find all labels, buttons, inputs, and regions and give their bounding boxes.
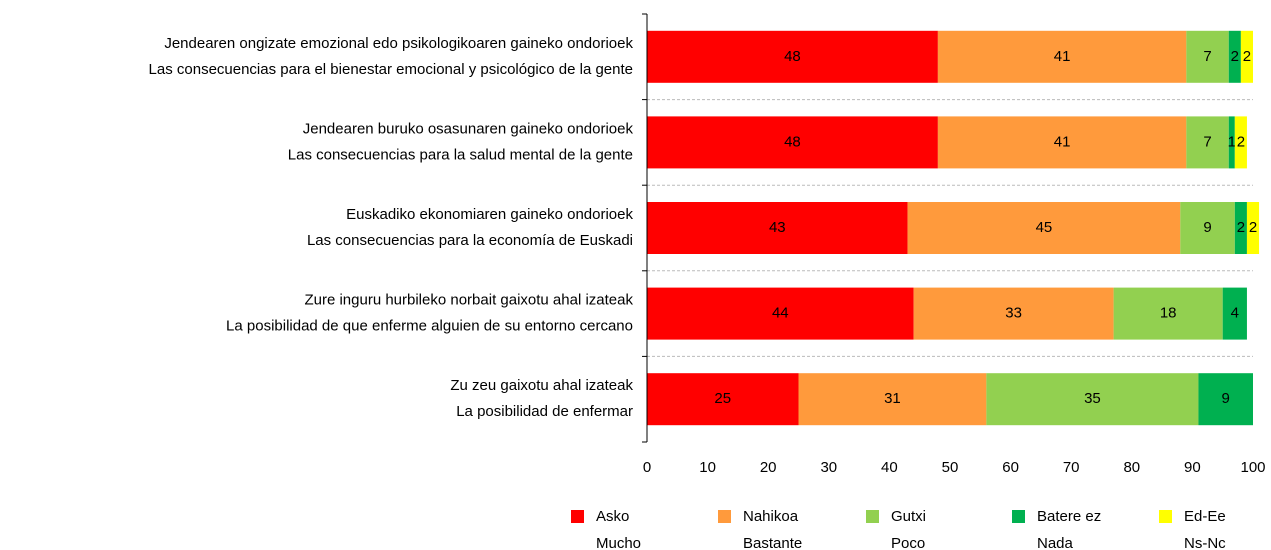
bar-segment bbox=[1240, 30, 1253, 83]
legend-swatch bbox=[1159, 510, 1172, 523]
bar-segment bbox=[647, 30, 938, 83]
legend-label: Ed-Ee bbox=[1184, 508, 1226, 525]
bar-segment bbox=[1198, 373, 1253, 426]
bar-segment bbox=[1228, 116, 1235, 169]
legend-label: Batere ez bbox=[1037, 508, 1101, 525]
value-label: 4 bbox=[1231, 305, 1239, 322]
value-label: 1 bbox=[1228, 133, 1236, 150]
bar-segment bbox=[798, 373, 987, 426]
value-label: 48 bbox=[784, 133, 801, 150]
bar-segment bbox=[1186, 30, 1229, 83]
value-label: 33 bbox=[1005, 305, 1022, 322]
bar-segment bbox=[647, 202, 908, 254]
category-label: La posibilidad de que enferme alguien de… bbox=[226, 318, 633, 335]
value-label: 45 bbox=[1036, 219, 1053, 236]
x-tick-label: 10 bbox=[699, 459, 716, 476]
legend-label: Ns-Nc bbox=[1184, 535, 1226, 550]
value-label: 43 bbox=[769, 219, 786, 236]
x-tick-label: 40 bbox=[881, 459, 898, 476]
value-label: 44 bbox=[772, 305, 789, 322]
legend-swatch bbox=[718, 510, 731, 523]
value-label: 41 bbox=[1054, 48, 1071, 65]
value-label: 7 bbox=[1203, 48, 1211, 65]
category-label: Las consecuencias para el bienestar emoc… bbox=[149, 61, 633, 78]
category-label: Jendearen buruko osasunaren gaineko ondo… bbox=[303, 120, 634, 137]
value-label: 48 bbox=[784, 48, 801, 65]
category-label: Las consecuencias para la salud mental d… bbox=[288, 146, 633, 163]
value-label: 2 bbox=[1237, 219, 1245, 236]
bar-segment bbox=[907, 202, 1181, 254]
category-label: Jendearen ongizate emozional edo psikolo… bbox=[164, 35, 633, 52]
legend-label: Asko bbox=[596, 508, 629, 525]
x-tick-label: 70 bbox=[1063, 459, 1080, 476]
bar-segment bbox=[937, 116, 1187, 169]
legend-swatch bbox=[866, 510, 879, 523]
x-tick-label: 20 bbox=[760, 459, 777, 476]
bar-segment bbox=[913, 287, 1114, 340]
value-label: 2 bbox=[1237, 133, 1245, 150]
bar-segment bbox=[1113, 287, 1223, 340]
bar-segment bbox=[1234, 116, 1247, 169]
category-label: Zure inguru hurbileko norbait gaixotu ah… bbox=[304, 292, 633, 309]
value-label: 9 bbox=[1203, 219, 1211, 236]
value-label: 35 bbox=[1084, 390, 1101, 407]
value-label: 41 bbox=[1054, 133, 1071, 150]
value-label: 7 bbox=[1203, 133, 1211, 150]
legend-swatch bbox=[1012, 510, 1025, 523]
x-tick-label: 50 bbox=[942, 459, 959, 476]
legend-label: Gutxi bbox=[891, 508, 926, 525]
bar-segment bbox=[647, 287, 914, 340]
bar-segment bbox=[647, 373, 799, 426]
x-tick-label: 100 bbox=[1240, 459, 1265, 476]
value-label: 9 bbox=[1222, 390, 1230, 407]
x-tick-label: 80 bbox=[1123, 459, 1140, 476]
category-label: La posibilidad de enfermar bbox=[456, 403, 633, 420]
value-label: 2 bbox=[1243, 48, 1251, 65]
legend-label: Mucho bbox=[596, 535, 641, 550]
x-tick-label: 0 bbox=[643, 459, 651, 476]
bar-segment bbox=[986, 373, 1199, 426]
category-label: Euskadiko ekonomiaren gaineko ondorioek bbox=[346, 206, 633, 223]
bar-segment bbox=[937, 30, 1187, 83]
value-label: 2 bbox=[1231, 48, 1239, 65]
value-label: 2 bbox=[1249, 219, 1257, 236]
bar-segment bbox=[1228, 30, 1241, 83]
legend-swatch bbox=[571, 510, 584, 523]
value-label: 18 bbox=[1160, 305, 1177, 322]
bar-segment bbox=[1234, 202, 1247, 254]
bar-segment bbox=[1246, 202, 1260, 254]
category-label: Zu zeu gaixotu ahal izateak bbox=[450, 377, 633, 394]
x-tick-label: 30 bbox=[820, 459, 837, 476]
value-label: 31 bbox=[884, 390, 901, 407]
legend-label: Nada bbox=[1037, 535, 1074, 550]
value-label: 25 bbox=[714, 390, 731, 407]
legend-label: Poco bbox=[891, 535, 925, 550]
bar-segment bbox=[1186, 116, 1229, 169]
legend-label: Nahikoa bbox=[743, 508, 799, 525]
category-label: Las consecuencias para la economía de Eu… bbox=[307, 232, 633, 249]
bar-segment bbox=[1180, 202, 1235, 254]
x-tick-label: 60 bbox=[1002, 459, 1019, 476]
bar-segment bbox=[647, 116, 938, 169]
legend-label: Bastante bbox=[743, 535, 802, 550]
bar-segment bbox=[1222, 287, 1247, 340]
x-tick-label: 90 bbox=[1184, 459, 1201, 476]
